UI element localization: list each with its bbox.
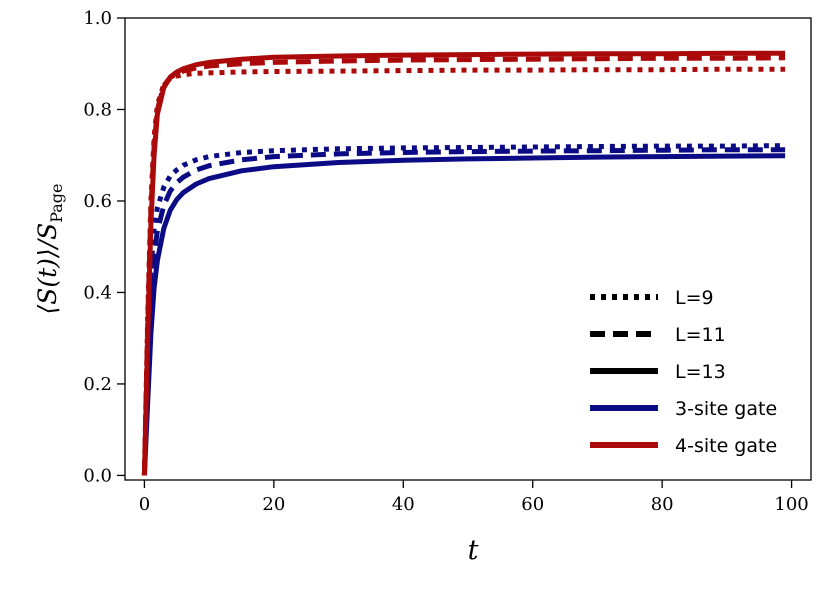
series-line-4-site-L11 (141, 55, 786, 476)
x-tick-label: 20 (262, 494, 285, 515)
legend-label-1: L=9 (675, 287, 714, 309)
y-axis-label: ⟨S(t)⟩/SPage (33, 183, 66, 314)
x-tick-label: 0 (139, 494, 150, 515)
legend-label-3: L=13 (675, 361, 726, 383)
y-tick-label: 1.0 (83, 8, 112, 29)
y-tick-label: 0.8 (83, 99, 112, 120)
legend-label-4: 3-site gate (675, 398, 777, 420)
legend-label-5: 4-site gate (675, 435, 777, 457)
y-axis-label-subscript: Page (47, 183, 66, 222)
y-tick-label: 0.0 (83, 465, 112, 486)
legend-label-2: L=11 (675, 324, 726, 346)
series-line-4-site-L9 (141, 66, 786, 476)
series-line-3-site-L11 (141, 147, 786, 476)
y-axis-label-main: ⟨S(t)⟩/S (33, 223, 62, 315)
y-tick-label: 0.6 (83, 191, 112, 212)
axes-frame (124, 17, 812, 481)
ticks-layer: 0 20 40 60 80 100 0.0 0.2 0.4 0.6 0.8 1.0 (83, 8, 808, 515)
x-tick-label: 100 (774, 494, 808, 515)
x-tick-label: 60 (521, 494, 544, 515)
series-layer (141, 50, 786, 476)
x-tick-label: 40 (392, 494, 415, 515)
x-axis-label: t (468, 535, 479, 566)
y-tick-label: 0.4 (83, 282, 112, 303)
x-tick-label: 80 (651, 494, 674, 515)
y-tick-label: 0.2 (83, 374, 112, 395)
series-line-3-site-L13 (141, 153, 786, 476)
legend: L=9 L=11 L=13 3-site gate 4-site gate (590, 287, 777, 457)
series-line-4-site-L13 (141, 50, 786, 476)
series-line-3-site-L9 (141, 143, 786, 476)
